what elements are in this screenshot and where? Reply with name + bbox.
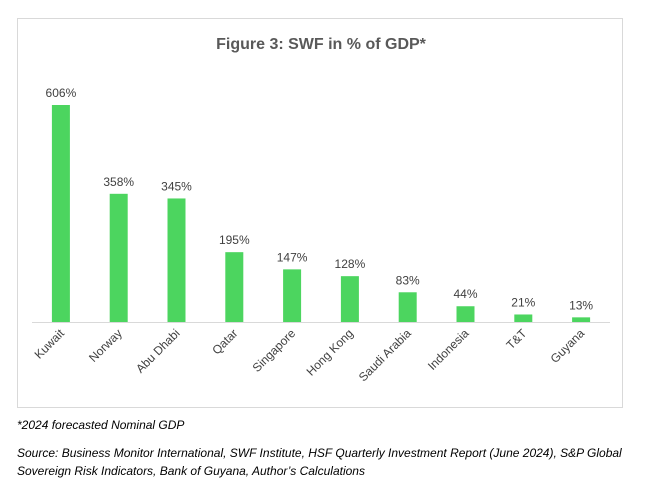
data-label: 606% [46, 86, 77, 100]
bar-kuwait [51, 105, 70, 322]
data-label: 128% [335, 257, 366, 271]
bars-group [51, 105, 591, 322]
data-label: 13% [569, 298, 593, 312]
bar-hong-kong [340, 276, 359, 322]
x-tick-label: Indonesia [425, 326, 472, 373]
bar-qatar [225, 252, 244, 322]
data-label: 21% [511, 295, 535, 309]
bar-indonesia [456, 306, 475, 322]
chart-frame: Figure 3: SWF in % of GDP* 606% 358% 345% 1… [17, 18, 623, 408]
bar-abu-dhabi [167, 198, 186, 322]
data-label: 83% [396, 273, 420, 287]
bar-t-t [514, 314, 533, 322]
bar-saudi-arabia [398, 292, 417, 322]
x-tick-label: Singapore [250, 326, 299, 375]
source-footnote: Source: Business Monitor International, … [17, 446, 622, 478]
x-tick-label: Kuwait [32, 326, 68, 362]
tick-labels-group: Kuwait Norway Abu Dhabi Qatar Singapore Hong … [32, 326, 588, 384]
gdp-footnote: *2024 forecasted Nominal GDP [17, 418, 185, 432]
x-tick-label: Qatar [209, 326, 240, 357]
x-tick-label: Abu Dhabi [133, 326, 183, 376]
bar-norway [109, 193, 128, 322]
bar-singapore [283, 269, 302, 322]
x-tick-label: T&T [503, 326, 529, 352]
data-label: 345% [161, 179, 192, 193]
data-label: 147% [277, 250, 308, 264]
data-label: 195% [219, 233, 250, 247]
x-tick-label: Guyana [548, 326, 588, 366]
x-tick-label: Saudi Arabia [356, 326, 414, 384]
x-tick-label: Norway [86, 326, 125, 365]
data-label: 358% [103, 175, 134, 189]
bar-chart: Figure 3: SWF in % of GDP* 606% 358% 345% 1… [32, 36, 610, 384]
bar-guyana [572, 317, 591, 322]
chart-title: Figure 3: SWF in % of GDP* [216, 36, 427, 53]
data-labels-group: 606% 358% 345% 195% 147% 128% 83% 44% 21% 13% [46, 86, 594, 312]
x-tick-label: Hong Kong [304, 326, 356, 378]
data-label: 44% [453, 287, 477, 301]
